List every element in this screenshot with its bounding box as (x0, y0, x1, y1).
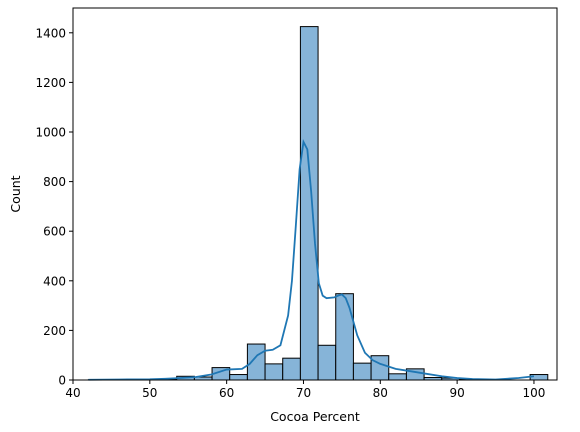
histogram-bar (299, 26, 319, 381)
x-tick-label: 90 (449, 386, 464, 400)
y-tick-label: 1400 (35, 26, 66, 40)
y-tick-label: 0 (58, 374, 66, 388)
y-axis-label: Count (8, 175, 23, 212)
y-tick-label: 1200 (35, 76, 66, 90)
x-tick-label: 50 (142, 386, 157, 400)
histogram-bar (388, 373, 407, 381)
y-tick-label: 600 (43, 225, 66, 239)
x-tick-label: 60 (219, 386, 234, 400)
histogram-bar (370, 355, 390, 381)
histogram-bar (317, 344, 337, 381)
plot-frame (72, 7, 558, 381)
y-tick-label: 200 (43, 324, 66, 338)
y-tick-label: 400 (43, 274, 66, 288)
kde-curve (88, 138, 535, 381)
x-axis-label: Cocoa Percent (270, 409, 360, 424)
histogram-bar (264, 363, 284, 381)
histogram-bar (229, 374, 248, 381)
y-tick-label: 1000 (35, 126, 66, 140)
histogram-bar (335, 293, 354, 381)
x-tick-label: 40 (65, 386, 80, 400)
x-tick-label: 70 (296, 386, 311, 400)
y-tick-label: 800 (43, 175, 66, 189)
histogram-bar (246, 343, 266, 381)
x-tick-label: 80 (373, 386, 388, 400)
histogram-bar (352, 362, 372, 381)
histogram-bar (282, 357, 301, 381)
histogram-bars (87, 26, 549, 381)
x-tick-label: 100 (522, 386, 545, 400)
